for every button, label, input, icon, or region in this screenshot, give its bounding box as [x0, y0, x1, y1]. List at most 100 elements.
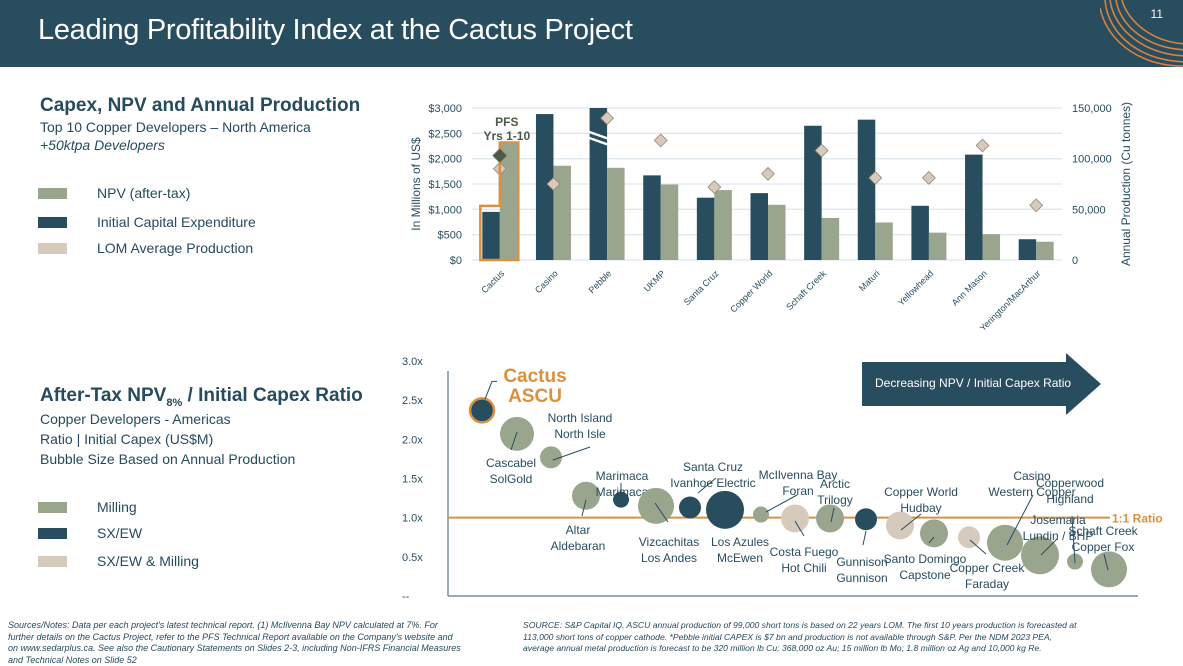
bubble-y-tick-label: 1.0x: [402, 513, 423, 525]
bubble-company-label: Highland: [1046, 492, 1093, 506]
bubble-y-tick-label: 3.0x: [402, 356, 423, 368]
bubble-company-label: Aldebaran: [551, 539, 606, 553]
bar-chart: $0$500$1,000$1,500$2,000$2,500$3,000050,…: [409, 102, 1133, 333]
bubble-company-label: Los Andes: [641, 551, 697, 565]
bubble: [886, 512, 914, 540]
capex-bar: [965, 155, 983, 260]
bar-category-label: Yellowhead: [896, 268, 935, 307]
bubble-project-label: Arctic: [820, 477, 850, 491]
note-line: 113,000 short tons of copper cathode. *P…: [523, 632, 1178, 644]
ascu-bubble-label: ASCU: [508, 386, 562, 407]
note-line: average annual metal production is forec…: [523, 643, 1178, 655]
bar-y-tick-label: $0: [450, 255, 462, 267]
production-diamond: [762, 168, 775, 181]
bubble-leader-line: [485, 381, 497, 399]
bar-category-label: Maturi: [857, 268, 882, 293]
capex-bar: [911, 206, 929, 260]
capex-bar: [482, 212, 500, 260]
bubble: [958, 526, 980, 548]
bubble-project-label: Los Azules: [711, 535, 769, 549]
sources-notes-right: SOURCE: S&P Capital IQ, ASCU annual prod…: [523, 620, 1178, 655]
bar-y-tick-label: $3,000: [428, 103, 462, 115]
sources-notes-left: Sources/Notes: Data per each project's l…: [8, 620, 518, 666]
bubble: [706, 491, 744, 529]
production-diamond: [976, 139, 989, 152]
capex-bar: [590, 108, 608, 260]
bubble-y-tick-label: 0.5x: [402, 552, 423, 564]
npv-bar: [661, 185, 679, 260]
bubble-y-tick-label: 2.5x: [402, 395, 423, 407]
production-diamond: [923, 172, 936, 185]
npv-bar: [822, 218, 840, 260]
bubble-project-label: Altar: [566, 523, 591, 537]
bar-y-tick-label: $2,000: [428, 154, 462, 166]
bubble-chart: --0.5x1.0x1.5x2.0x2.5x3.0x1:1 RatioCactu…: [402, 353, 1163, 603]
bar-category-label: Yerington/MacArthur: [978, 268, 1043, 333]
bubble-project-label: Vizcachitas: [639, 535, 699, 549]
bubble-y-tick-label: 1.5x: [402, 474, 423, 486]
bubble: [500, 417, 534, 451]
bar-y2-tick-label: 100,000: [1072, 154, 1112, 166]
bubble-project-label: Costa Fuego: [770, 545, 839, 559]
bubble-project-label: Gunnison: [836, 555, 887, 569]
note-line: Sources/Notes: Data per each project's l…: [8, 620, 518, 632]
bar-y-tick-label: $2,500: [428, 128, 462, 140]
bar-y2-tick-label: 50,000: [1072, 204, 1106, 216]
bar-y2-axis-label: Annual Production (Cu tonnes): [1119, 102, 1133, 266]
bubble-company-label: Gunnison: [836, 571, 887, 585]
bubble-leader-line: [863, 531, 866, 545]
bubble: [855, 508, 877, 530]
bar-y-tick-label: $500: [438, 230, 462, 242]
bubble-project-label: Copperwood: [1036, 476, 1104, 490]
bubble-company-label: Ivanhoe Electric: [670, 476, 755, 490]
bubble: [753, 507, 769, 523]
bubble-project-label: Schaft Creek: [1068, 524, 1138, 538]
bubble-project-label: Marimaca: [596, 469, 649, 483]
npv-bar: [983, 234, 1001, 260]
bubble: [816, 504, 844, 532]
pfs-label: PFS: [495, 115, 518, 129]
note-line: further details on the Cactus Project, r…: [8, 632, 518, 644]
bubble: [920, 519, 948, 547]
bubble-project-label: Cascabel: [486, 456, 536, 470]
bar-y-axis-label: In Millions of US$: [409, 137, 423, 231]
bubble-project-label: Santa Cruz: [683, 460, 743, 474]
bubble-company-label: Copper Fox: [1072, 540, 1135, 554]
cactus-bubble-label: Cactus: [503, 366, 566, 387]
bubble: [781, 504, 809, 532]
npv-bar: [929, 233, 947, 260]
bubble-company-label: Faraday: [965, 577, 1009, 591]
bubble-company-label: North Isle: [554, 427, 606, 441]
note-line: on www.sedarplus.ca. See also the Cautio…: [8, 643, 518, 655]
npv-bar: [1036, 242, 1054, 260]
bar-y2-tick-label: 150,000: [1072, 103, 1112, 115]
bubble-company-label: Foran: [782, 484, 813, 498]
bar-y-tick-label: $1,000: [428, 204, 462, 216]
bar-y2-tick-label: 0: [1072, 255, 1078, 267]
bubble: [987, 525, 1023, 561]
npv-bar: [607, 168, 625, 260]
production-diamond: [654, 134, 667, 147]
bubble: [638, 488, 674, 524]
pfs-years-label: Yrs 1-10: [483, 129, 530, 143]
capex-bar: [1019, 239, 1037, 260]
bar-category-label: Santa Cruz: [682, 268, 721, 307]
npv-bar: [768, 205, 786, 260]
capex-bar: [643, 175, 661, 260]
bubble-project-label: Copper Creek: [950, 561, 1026, 575]
bubble: [540, 446, 562, 468]
npv-bar: [875, 223, 893, 260]
bubble-cactus: [470, 398, 494, 422]
bubble-project-label: North Island: [548, 411, 613, 425]
decreasing-ratio-arrow-label: Decreasing NPV / Initial Capex Ratio: [875, 376, 1071, 390]
capex-bar: [804, 126, 822, 260]
bubble-company-label: Hudbay: [900, 501, 941, 515]
bar-category-label: Schaft Creek: [784, 268, 828, 312]
capex-bar: [751, 193, 769, 260]
note-line: SOURCE: S&P Capital IQ, ASCU annual prod…: [523, 620, 1178, 632]
npv-bar: [714, 190, 732, 260]
bubble: [1091, 551, 1127, 587]
bar-category-label: Pebble: [587, 268, 614, 295]
bubble-company-label: Trilogy: [817, 493, 853, 507]
bubble-company-label: Capstone: [899, 568, 951, 582]
